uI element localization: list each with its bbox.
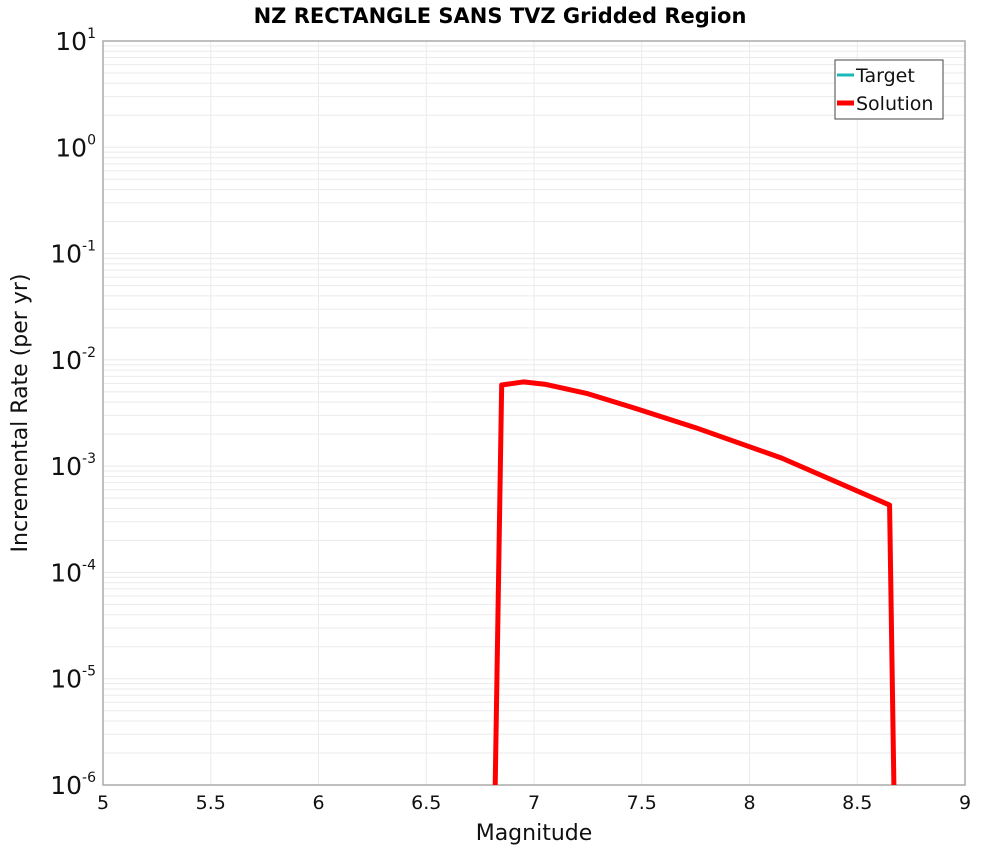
y-tick-label: 10-4 xyxy=(50,557,96,587)
legend-solution-label: Solution xyxy=(856,93,933,115)
series-line xyxy=(492,379,897,786)
x-tick-label: 8 xyxy=(743,792,755,814)
legend: Target Solution xyxy=(834,59,944,120)
y-tick-label: 10-6 xyxy=(50,770,96,800)
x-tick-label: 9 xyxy=(959,792,971,814)
x-tick-label: 5 xyxy=(97,792,109,814)
y-tick-label: 101 xyxy=(55,26,96,56)
y-tick-label: 10-1 xyxy=(50,239,96,269)
chart-title: NZ RECTANGLE SANS TVZ Gridded Region xyxy=(254,4,747,28)
y-axis-ticks: 101 100 10-1 10-2 10-3 10-4 10-5 10-6 xyxy=(50,26,96,800)
x-tick-label: 6 xyxy=(312,792,324,814)
y-tick-label: 10-3 xyxy=(50,451,96,481)
x-axis-ticks: 5 5.5 6 6.5 7 7.5 8 8.5 9 xyxy=(97,792,971,814)
y-tick-label: 100 xyxy=(55,132,96,162)
x-tick-label: 7 xyxy=(528,792,540,814)
x-tick-label: 8.5 xyxy=(842,792,872,814)
series-lines xyxy=(492,379,897,786)
x-axis-label: Magnitude xyxy=(476,821,593,846)
y-tick-label: 10-2 xyxy=(50,345,96,375)
x-tick-label: 5.5 xyxy=(196,792,226,814)
y-axis-label: Incremental Rate (per yr) xyxy=(8,274,33,553)
x-tick-label: 7.5 xyxy=(627,792,657,814)
legend-target-label: Target xyxy=(855,65,915,87)
plot-area xyxy=(102,40,966,786)
x-tick-label: 6.5 xyxy=(411,792,441,814)
y-tick-label: 10-5 xyxy=(50,664,96,694)
grid xyxy=(102,41,966,786)
